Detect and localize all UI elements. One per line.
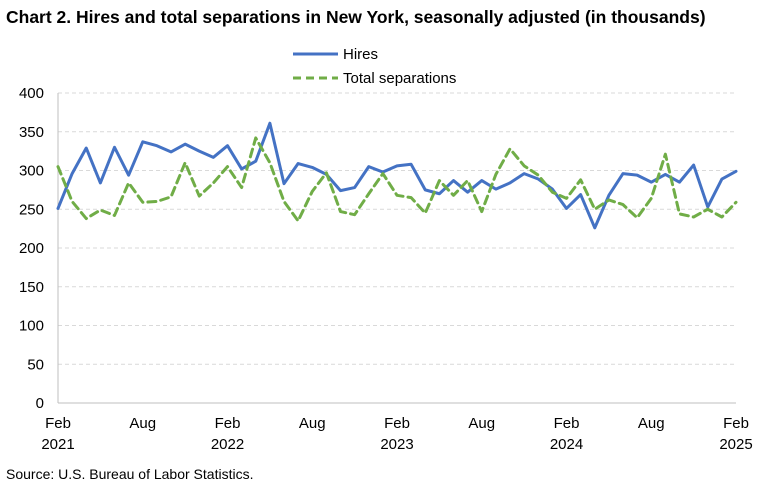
axes	[57, 93, 736, 404]
series-lines	[56, 121, 738, 230]
x-tick-year-2025: 2025	[719, 436, 752, 453]
x-tick-month-2: Feb	[215, 415, 241, 432]
x-tick-year-2023: 2023	[380, 436, 413, 453]
y-tick-label-100: 100	[19, 318, 44, 335]
y-tick-label-400: 400	[19, 85, 44, 102]
x-axis-ticks: Feb 2021 Aug Feb 2022 Aug Feb 2023 Aug Feb 2024 Aug…	[41, 415, 752, 453]
x-tick-month-0: Feb	[45, 415, 71, 432]
y-tick-label-250: 250	[19, 201, 44, 218]
x-tick-month-3: Aug	[299, 415, 326, 432]
x-tick-year-2021: 2021	[41, 436, 74, 453]
chart-title: Chart 2. Hires and total separations in …	[6, 7, 706, 27]
y-tick-label-200: 200	[19, 240, 44, 257]
source-note: Source: U.S. Bureau of Labor Statistics.	[6, 466, 254, 482]
gridlines	[58, 92, 736, 365]
y-axis-ticks: 0 50 100 150 200 250 300 350 400	[19, 85, 44, 412]
x-tick-month-4: Feb	[384, 415, 410, 432]
y-tick-label-0: 0	[36, 395, 44, 412]
y-tick-label-50: 50	[27, 356, 44, 373]
series-line-hires	[56, 121, 738, 230]
x-tick-month-1: Aug	[129, 415, 156, 432]
legend: Hires Total separations	[293, 46, 456, 87]
series-line-total-separations	[56, 136, 738, 223]
y-tick-label-300: 300	[19, 163, 44, 180]
legend-label-total-separations: Total separations	[343, 70, 456, 87]
y-tick-label-150: 150	[19, 279, 44, 296]
x-tick-month-8: Feb	[723, 415, 749, 432]
y-tick-label-350: 350	[19, 124, 44, 141]
x-tick-month-5: Aug	[468, 415, 495, 432]
x-tick-year-2022: 2022	[211, 436, 244, 453]
x-tick-month-6: Feb	[554, 415, 580, 432]
x-tick-year-2024: 2024	[550, 436, 583, 453]
legend-label-hires: Hires	[343, 46, 378, 63]
x-tick-month-7: Aug	[638, 415, 665, 432]
